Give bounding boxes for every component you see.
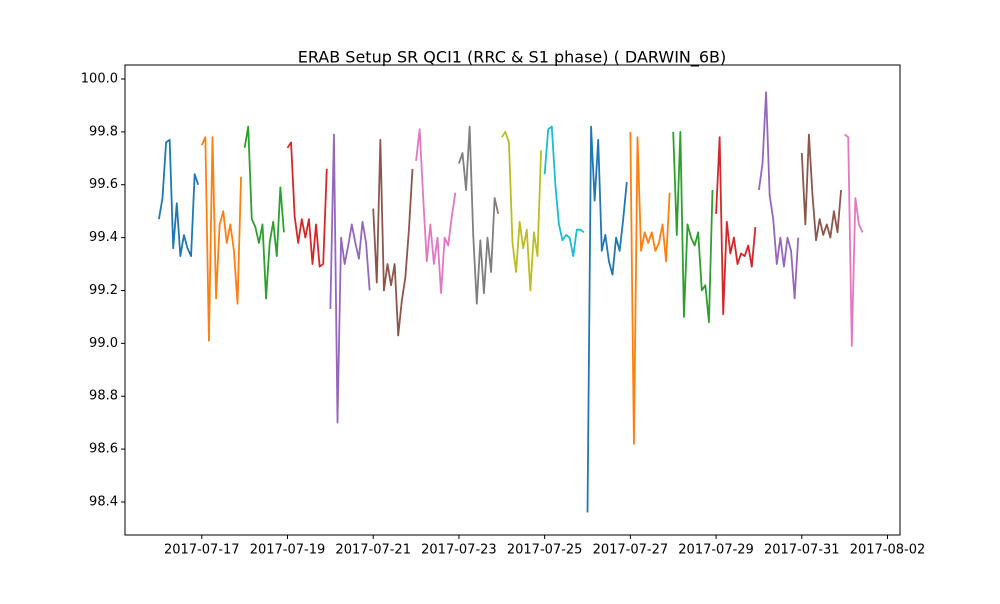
data-line: [629, 131, 671, 445]
x-tick-label: 2017-07-23: [421, 543, 497, 558]
y-tick-label: 100.0: [81, 72, 118, 87]
y-tick-label: 99.6: [89, 177, 118, 192]
data-line: [586, 125, 628, 513]
axes-frame: [124, 64, 901, 536]
data-line: [758, 91, 800, 300]
x-tick-label: 2017-08-02: [850, 543, 926, 558]
plot-area: [158, 91, 864, 513]
x-tick-label: 2017-07-19: [250, 543, 326, 558]
x-tick-label: 2017-07-21: [335, 543, 411, 558]
x-tick-label: 2017-07-25: [507, 543, 583, 558]
x-tick-label: 2017-07-29: [678, 543, 754, 558]
y-tick-label: 98.8: [89, 389, 118, 404]
data-line: [800, 133, 842, 242]
x-tick-label: 2017-07-17: [164, 543, 240, 558]
data-line: [286, 141, 328, 268]
data-line: [672, 130, 714, 324]
y-tick-label: 99.0: [89, 336, 118, 351]
x-tick-label: 2017-07-27: [593, 543, 669, 558]
data-line: [329, 133, 371, 424]
data-line: [458, 125, 500, 305]
y-tick-label: 99.2: [89, 283, 118, 298]
data-line: [844, 133, 864, 347]
data-line: [372, 138, 414, 337]
data-line: [543, 125, 585, 258]
chart-title: ERAB Setup SR QCI1 (RRC & S1 phase) ( DA…: [298, 48, 727, 68]
y-tick-label: 99.4: [89, 230, 118, 245]
data-line: [415, 128, 457, 295]
y-tick-label: 98.4: [89, 494, 118, 509]
y-tick-label: 98.6: [89, 442, 118, 457]
data-line: [501, 130, 542, 292]
data-line: [200, 136, 242, 342]
data-line: [243, 125, 285, 300]
y-tick-label: 99.8: [89, 124, 118, 139]
data-line: [715, 136, 757, 316]
x-tick-label: 2017-07-31: [764, 543, 840, 558]
data-line: [158, 138, 200, 258]
